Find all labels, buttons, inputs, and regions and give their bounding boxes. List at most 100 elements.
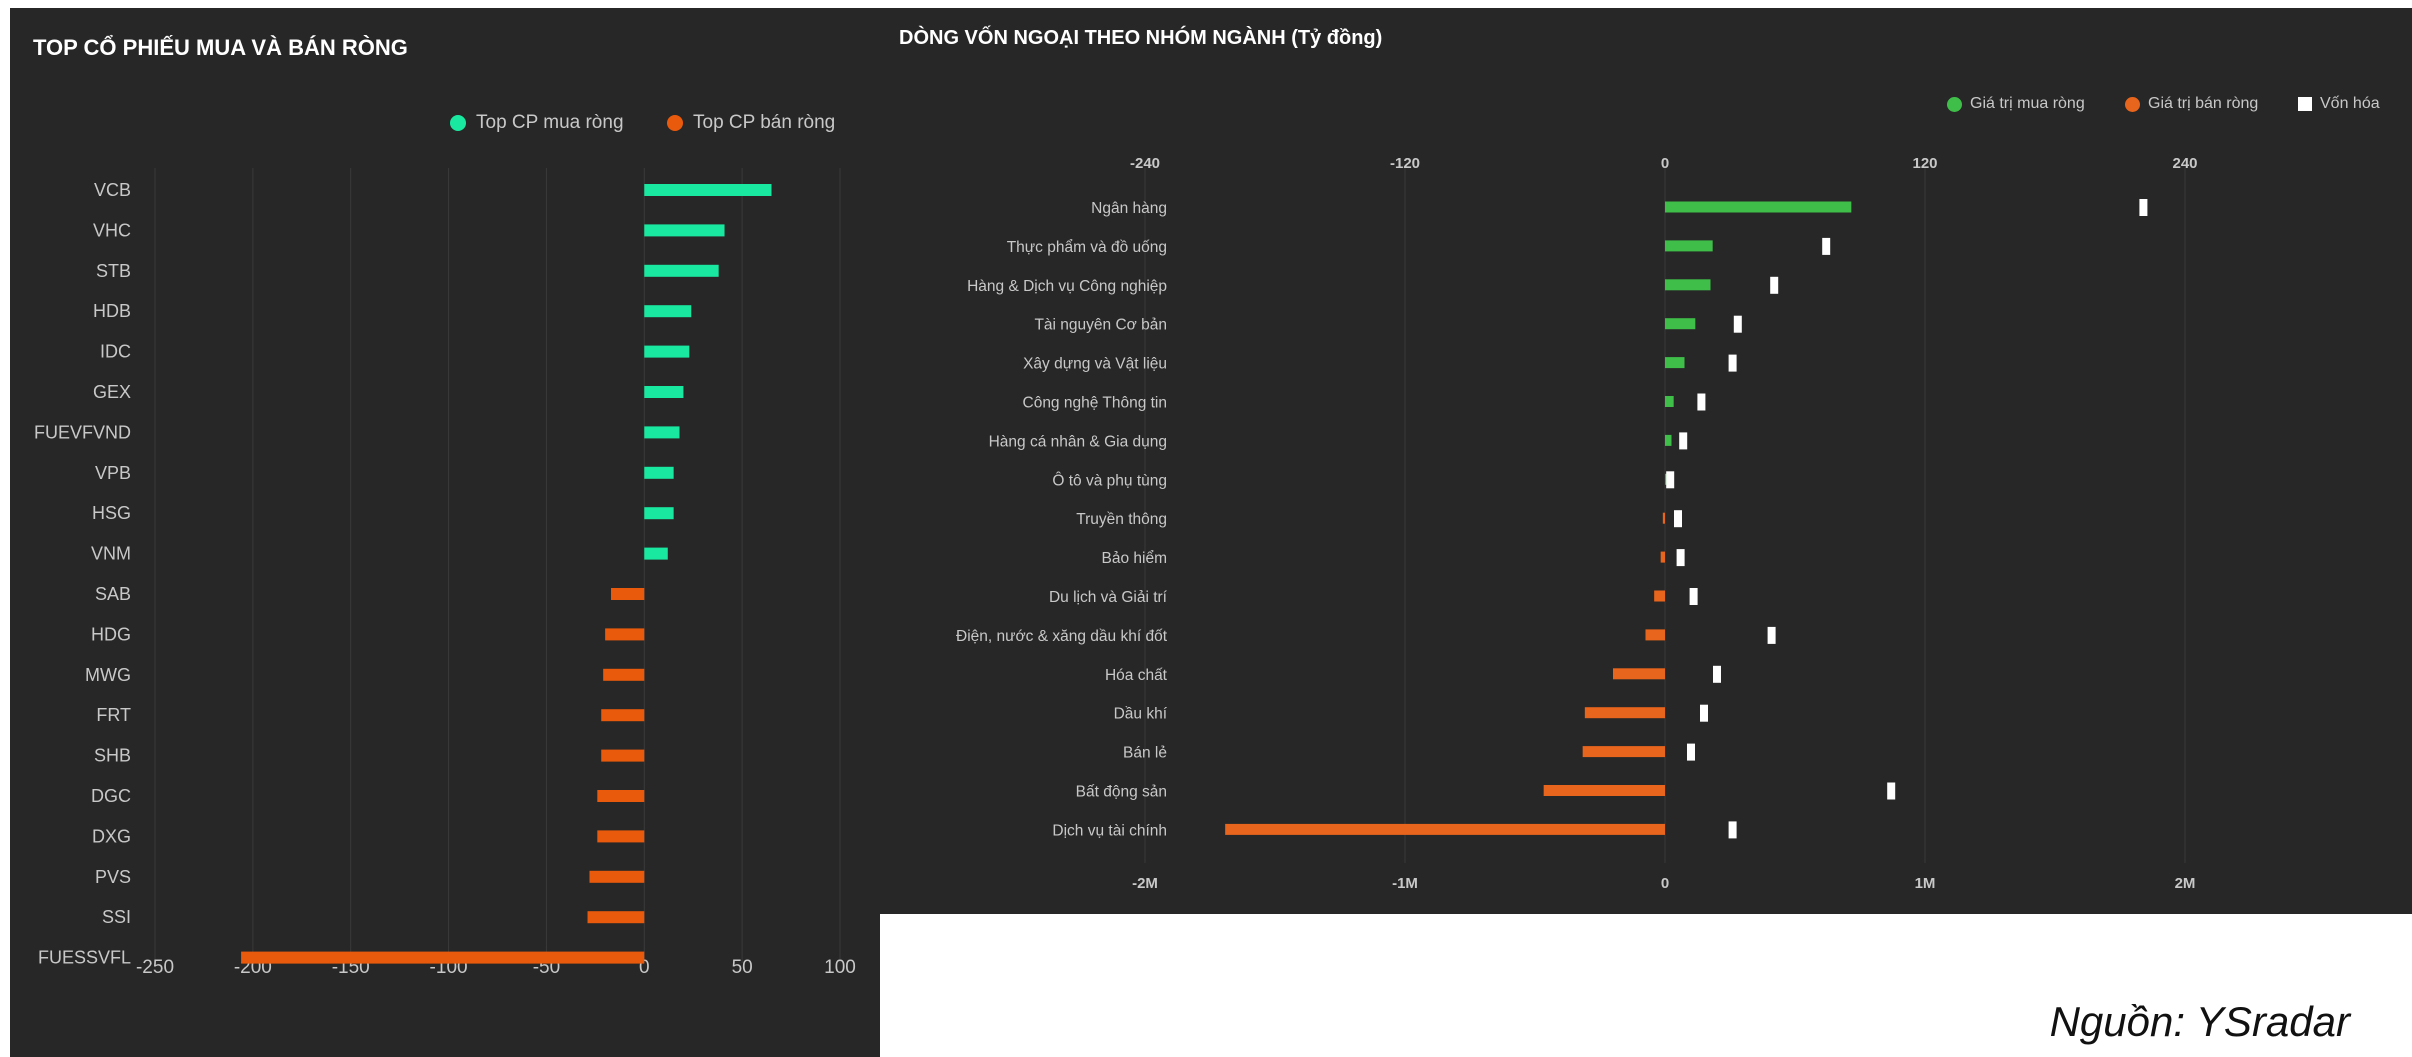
left-bar xyxy=(644,507,674,520)
right-market-cap-marker xyxy=(1700,704,1708,722)
right-category-label: Hóa chất xyxy=(1105,667,1168,684)
left-bar xyxy=(597,790,645,802)
right-chart-panel: DÒNG VỐN NGOẠI THEO NHÓM NGÀNH (Tỷ đồng)… xyxy=(880,8,2412,914)
right-flow-bar xyxy=(1654,590,1665,602)
right-market-cap-marker xyxy=(1713,665,1721,683)
right-market-cap-marker xyxy=(1822,237,1831,255)
right-flow-bar xyxy=(1613,668,1665,680)
right-flow-bar xyxy=(1665,434,1672,446)
left-bar-chart: -250 -200 -150 -100 -50 0 50 100VCBVHCSTBHDBIDC… xyxy=(34,168,856,978)
right-legend-sell-label: Giá trị bán ròng xyxy=(2148,95,2259,112)
right-category-label: Dịch vụ tài chính xyxy=(1052,822,1167,839)
right-top-tick: -240 xyxy=(1130,155,1160,172)
right-legend-buy: Giá trị mua ròng xyxy=(1947,95,2085,113)
right-flow-bar xyxy=(1665,396,1674,407)
legend-dot-icon xyxy=(1947,96,1962,112)
left-category-label: FUEVFVND xyxy=(34,422,131,442)
left-bar xyxy=(611,588,645,600)
right-category-label: Xây dựng và Vật liệu xyxy=(1023,356,1167,373)
right-bottom-tick: -1M xyxy=(1392,875,1418,892)
right-category-label: Bảo hiểm xyxy=(1102,550,1167,567)
right-category-label: Bất động sản xyxy=(1076,784,1167,801)
right-legend-sell: Giá trị bán ròng xyxy=(2125,95,2258,113)
left-chart-panel: TOP CỔ PHIẾU MUA VÀ BÁN RÒNG Top CP mua … xyxy=(10,8,880,1057)
left-legend-sell-label: Top CP bán ròng xyxy=(693,112,836,133)
right-top-tick: 0 xyxy=(1661,155,1669,172)
right-market-cap-marker xyxy=(1733,315,1742,333)
right-market-cap-marker xyxy=(1679,432,1688,450)
right-market-cap-marker xyxy=(1666,471,1675,489)
right-market-cap-marker xyxy=(1697,393,1706,411)
left-legend-sell: Top CP bán ròng xyxy=(667,112,835,134)
right-category-label: Truyền thông xyxy=(1076,511,1167,528)
right-bottom-tick: -2M xyxy=(1132,875,1158,892)
right-category-label: Hàng cá nhân & Gia dụng xyxy=(989,433,1167,450)
right-market-cap-marker xyxy=(1770,276,1779,294)
right-flow-bar xyxy=(1665,357,1685,369)
right-legend-cap-label: Vốn hóa xyxy=(2320,95,2380,112)
right-legend-buy-label: Giá trị mua ròng xyxy=(1970,95,2085,112)
left-category-label: SHB xyxy=(94,746,131,766)
right-category-label: Ô tô và phụ tùng xyxy=(1052,472,1167,489)
left-bar xyxy=(644,224,725,237)
legend-dot-icon xyxy=(450,115,466,131)
right-category-label: Công nghệ Thông tin xyxy=(1023,395,1168,412)
left-category-label: DXG xyxy=(92,826,131,846)
left-bar xyxy=(644,184,772,196)
right-top-tick: -120 xyxy=(1390,155,1420,172)
legend-square-icon xyxy=(2298,97,2312,111)
right-bottom-tick: 1M xyxy=(1915,875,1936,892)
right-market-cap-marker xyxy=(1887,782,1896,800)
left-category-label: STB xyxy=(96,261,131,281)
right-flow-bar xyxy=(1665,201,1852,213)
left-category-label: FRT xyxy=(96,705,131,725)
left-category-label: VCB xyxy=(94,180,131,200)
left-category-label: MWG xyxy=(85,665,131,685)
right-category-label: Thực phẩm và đồ uống xyxy=(1007,239,1167,256)
left-x-tick: 50 xyxy=(732,957,753,978)
left-bar xyxy=(644,547,668,560)
left-bar xyxy=(601,709,645,722)
right-market-cap-marker xyxy=(1728,821,1737,839)
right-flow-bar xyxy=(1665,279,1711,291)
right-flow-bar xyxy=(1665,240,1713,252)
left-bar xyxy=(605,628,645,641)
right-market-cap-marker xyxy=(1674,510,1682,528)
left-bar xyxy=(587,911,645,924)
left-bar xyxy=(644,426,680,439)
left-category-label: HSG xyxy=(92,503,131,523)
right-top-tick: 240 xyxy=(2172,155,2197,172)
right-bottom-tick: 0 xyxy=(1661,875,1669,892)
left-category-label: HDB xyxy=(93,301,131,321)
right-top-tick: 120 xyxy=(1912,155,1937,172)
left-bar xyxy=(644,386,684,398)
left-bar xyxy=(644,264,719,277)
right-category-label: Hàng & Dịch vụ Công nghiệp xyxy=(967,278,1167,295)
right-legend-cap: Vốn hóa xyxy=(2298,95,2380,113)
right-flow-bar xyxy=(1665,318,1696,330)
left-bar xyxy=(644,305,692,318)
right-flow-bar xyxy=(1582,746,1665,758)
left-bar xyxy=(603,668,645,681)
left-bar xyxy=(597,830,645,843)
right-market-cap-marker xyxy=(1676,549,1685,567)
left-category-label: FUESSVFL xyxy=(38,948,131,968)
right-market-cap-marker xyxy=(1687,743,1695,761)
right-flow-bar xyxy=(1645,629,1665,641)
legend-dot-icon xyxy=(2125,96,2140,112)
right-market-cap-marker xyxy=(1689,588,1698,605)
legend-dot-icon xyxy=(667,115,683,131)
left-legend-buy-label: Top CP mua ròng xyxy=(476,112,624,133)
left-category-label: GEX xyxy=(93,382,131,402)
right-category-label: Du lịch và Giải trí xyxy=(1049,589,1168,606)
left-category-label: IDC xyxy=(100,342,131,362)
left-category-label: SAB xyxy=(95,584,131,604)
left-x-tick: 0 xyxy=(639,957,650,978)
right-category-label: Dầu khí xyxy=(1114,706,1168,723)
right-category-label: Điện, nước & xăng dầu khí đốt xyxy=(956,628,1168,645)
left-category-label: SSI xyxy=(102,907,131,927)
left-category-label: VNM xyxy=(91,544,131,564)
right-flow-bar xyxy=(1584,707,1665,719)
left-x-tick: -250 xyxy=(136,957,174,978)
left-bar xyxy=(644,466,674,479)
